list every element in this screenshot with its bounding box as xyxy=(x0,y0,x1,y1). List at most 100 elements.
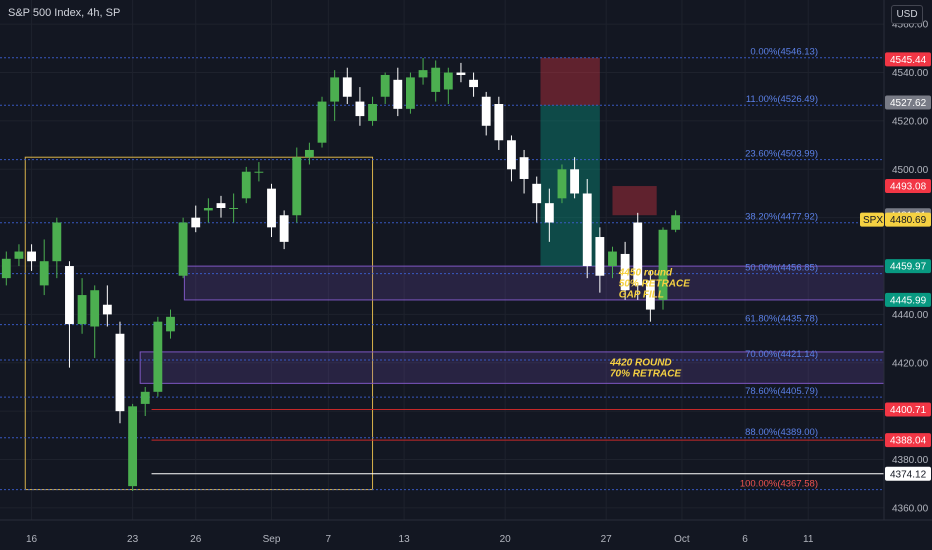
stop-zone-2 xyxy=(612,186,657,216)
candle xyxy=(153,316,163,397)
fib-label: 38.20%(4477.92) xyxy=(745,212,818,223)
fib-label: 50.00%(4456.85) xyxy=(745,263,818,274)
fib-label: 70.00%(4421.14) xyxy=(745,349,818,360)
candle xyxy=(355,87,365,126)
price-tag-text: 4445.99 xyxy=(890,295,927,306)
price-axis-tick: 4520.00 xyxy=(892,116,929,127)
candle-body xyxy=(342,77,352,97)
candle-body xyxy=(178,222,188,276)
fib-label: 61.80%(4435.78) xyxy=(745,314,818,325)
candle-body xyxy=(14,251,24,259)
candle xyxy=(27,244,36,271)
candle xyxy=(254,162,264,182)
candle-body xyxy=(469,79,478,88)
candle-body xyxy=(317,101,327,143)
candle-body xyxy=(507,140,516,170)
zone-note: 70% RETRACE xyxy=(610,369,681,380)
candle xyxy=(507,135,516,182)
price-tag-text: 4388.04 xyxy=(890,436,927,447)
price-tag-bg xyxy=(885,95,931,110)
price-axis-tick: 4380.00 xyxy=(892,455,929,466)
price-tag-bg xyxy=(885,259,931,274)
candle-body xyxy=(393,79,403,109)
candle xyxy=(633,212,643,300)
time-axis xyxy=(0,520,932,550)
zone-2 xyxy=(139,351,885,384)
candle xyxy=(317,96,327,148)
symbol-tag: SPX xyxy=(863,215,883,226)
candle xyxy=(304,142,314,165)
price-tag-bg xyxy=(885,292,931,307)
time-axis-tick: 6 xyxy=(742,534,748,545)
price-tag: 4480.69 xyxy=(885,212,931,227)
price-tag-text: 4400.71 xyxy=(890,405,927,416)
candle-body xyxy=(166,316,175,332)
candle xyxy=(267,183,276,238)
candle xyxy=(203,198,213,223)
candle xyxy=(456,62,466,83)
zone-note: 4450 round xyxy=(618,268,673,279)
candle-body xyxy=(52,222,62,262)
candle xyxy=(582,178,592,279)
candle-body xyxy=(292,157,302,216)
time-axis-tick: 23 xyxy=(127,534,139,545)
price-tag-text: 4374.12 xyxy=(890,469,927,480)
candle xyxy=(166,309,175,339)
fib-label: 23.60%(4503.99) xyxy=(745,149,818,160)
time-axis-tick: 20 xyxy=(500,534,512,545)
range-box xyxy=(24,156,374,491)
candle-body xyxy=(494,104,504,141)
fib-label: 100.00%(4367.58) xyxy=(740,479,818,490)
price-tag-text: 4527.62 xyxy=(890,98,927,109)
candle xyxy=(532,176,542,223)
candle-body xyxy=(1,258,11,279)
time-axis-tick: Oct xyxy=(674,534,690,545)
candle xyxy=(65,261,74,368)
candle-body xyxy=(595,237,605,276)
candle-body xyxy=(267,188,276,228)
candle-body xyxy=(418,70,428,78)
zone-note: 50% RETRACE xyxy=(619,279,690,290)
price-tag-text: 4493.08 xyxy=(890,182,927,193)
candle xyxy=(330,70,340,121)
candle xyxy=(191,205,201,233)
candle-body xyxy=(27,251,36,262)
price-axis-tick: 4540.00 xyxy=(892,68,929,79)
price-axis-tick: 4360.00 xyxy=(892,503,929,514)
candle-body xyxy=(254,171,264,173)
candle xyxy=(595,227,605,293)
candle xyxy=(90,285,100,358)
candle xyxy=(544,188,554,242)
time-axis-tick: Sep xyxy=(263,534,281,545)
candle-body xyxy=(633,222,643,286)
zone-1 xyxy=(183,265,885,301)
candle-body xyxy=(77,295,87,325)
price-tag: 4374.12 xyxy=(885,466,931,481)
candle-body xyxy=(406,77,415,109)
candle-body xyxy=(557,169,567,199)
candle-body xyxy=(65,266,74,325)
fib-label: 0.00%(4546.13) xyxy=(750,47,818,58)
chart-title: S&P 500 Index, 4h, SP xyxy=(8,7,121,19)
candle xyxy=(418,58,428,85)
candle xyxy=(645,270,655,322)
time-axis-tick: 27 xyxy=(601,534,613,545)
candle-body xyxy=(90,290,100,327)
price-tag: 4545.44 xyxy=(885,52,931,67)
candle-body xyxy=(380,74,390,97)
candle-body xyxy=(570,169,580,194)
candle xyxy=(102,285,112,327)
symbol-tag-bg xyxy=(860,212,884,227)
price-tag: 4445.99 xyxy=(885,292,931,307)
zone-note: GAP FILL xyxy=(619,290,664,301)
candle-body xyxy=(645,280,655,310)
candle xyxy=(39,239,49,296)
price-tag-text: 4545.44 xyxy=(890,55,927,66)
currency-button[interactable]: USD xyxy=(891,5,923,24)
price-tag-bg xyxy=(885,179,931,194)
candle-body xyxy=(153,321,163,392)
price-tag: 4388.04 xyxy=(885,433,931,448)
candle xyxy=(279,210,289,250)
price-tag-text: 4459.97 xyxy=(890,262,927,273)
